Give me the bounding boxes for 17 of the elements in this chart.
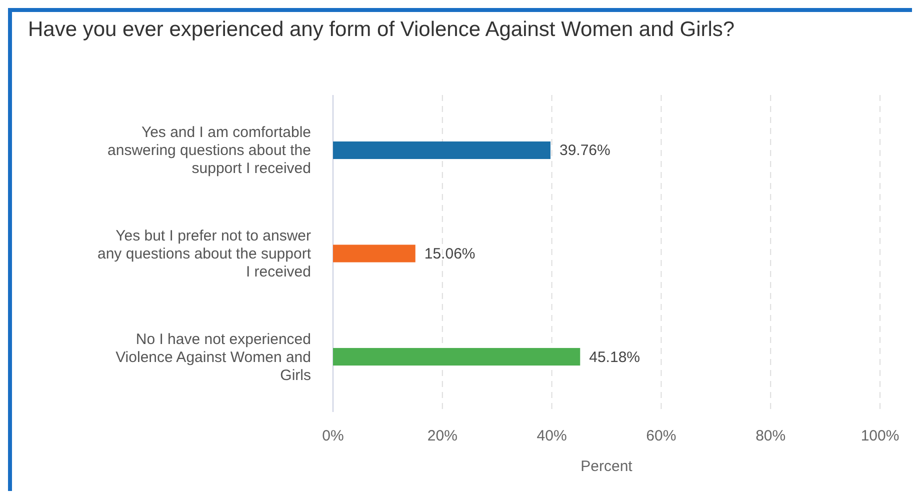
bar [333, 141, 550, 160]
bar [333, 244, 416, 262]
data-label: 39.76% [559, 142, 610, 160]
x-tick-label: 0% [322, 428, 344, 445]
x-tick-label: 20% [427, 428, 458, 445]
chart-title: Have you ever experienced any form of Violence Against Women and Girls? [28, 18, 736, 42]
bar [333, 348, 580, 366]
x-tick-label: 60% [646, 428, 676, 445]
y-tick-label: No I have not experienced Violence Against Women and Girls [116, 330, 311, 384]
y-tick-label: Yes and I am comfortable answering questions about the support I received [108, 124, 311, 178]
data-label: 45.18% [589, 348, 640, 366]
x-axis-title: Percent [580, 458, 634, 475]
y-tick-label: Yes but I prefer not to answer any questions about the support I received [98, 228, 312, 280]
x-tick-label: 80% [756, 428, 786, 445]
x-tick-label: 100% [860, 428, 900, 445]
data-label: 15.06% [424, 246, 476, 262]
x-tick-label: 40% [536, 428, 567, 445]
